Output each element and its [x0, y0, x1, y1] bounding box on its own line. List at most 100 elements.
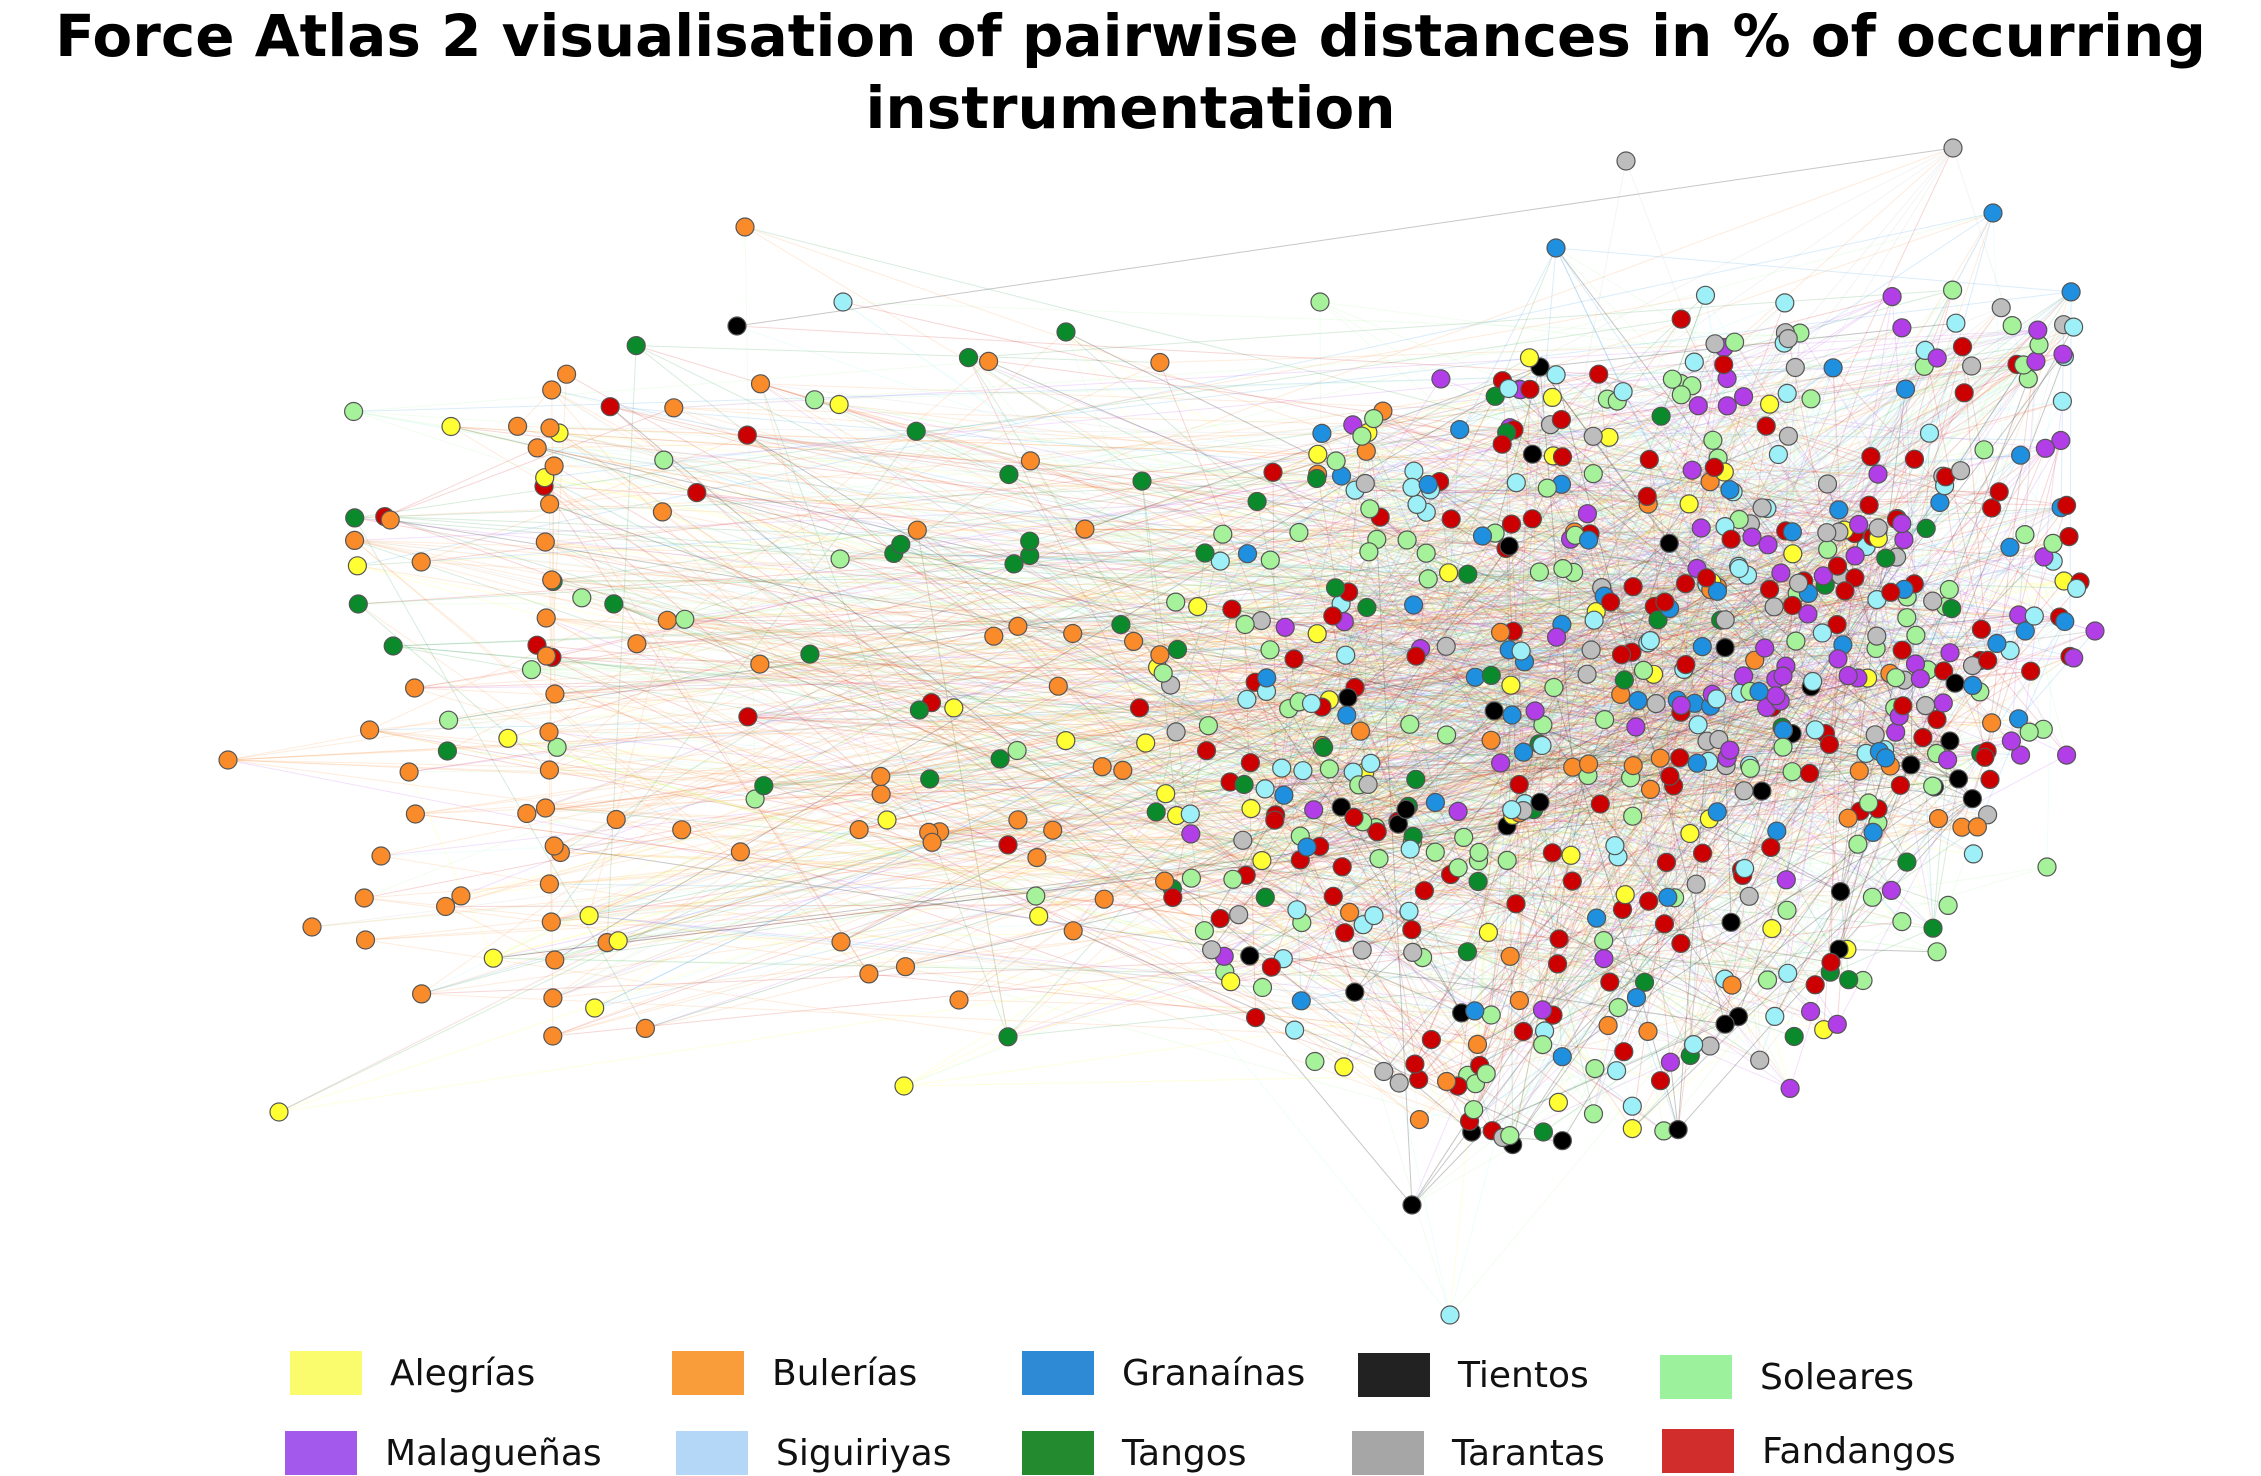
graph-node-granainas [1750, 683, 1768, 701]
graph-node-alegrias [1057, 732, 1075, 750]
graph-node-granainas [1553, 1048, 1571, 1066]
graph-node-soleares [1586, 1060, 1604, 1078]
graph-node-soleares [1940, 581, 1958, 599]
graph-node-tarantas [1582, 641, 1600, 659]
graph-node-fandangos [1368, 823, 1386, 841]
graph-node-malaguenas [1928, 349, 1946, 367]
graph-node-fandangos [1983, 499, 2001, 517]
graph-node-fandangos [738, 426, 756, 444]
graph-node-granainas [2062, 283, 2080, 301]
graph-node-bulerias [381, 511, 399, 529]
graph-node-siguiriyas [1730, 560, 1748, 578]
graph-node-tangos [1005, 555, 1023, 573]
graph-node-soleares [1236, 616, 1254, 634]
graph-node-soleares [2038, 858, 2056, 876]
graph-node-siguiriyas [834, 293, 852, 311]
graph-node-granainas [1768, 822, 1786, 840]
graph-node-fandangos [1906, 450, 1924, 468]
graph-node-fandangos [1550, 930, 1568, 948]
graph-node-alegrias [830, 396, 848, 414]
graph-node-soleares [1401, 715, 1419, 733]
graph-node-tangos [999, 1028, 1017, 1046]
graph-node-granainas [1292, 992, 1310, 1010]
graph-node-fandangos [1442, 510, 1460, 528]
graph-node-siguiriyas [1685, 1036, 1703, 1054]
graph-node-fandangos [2022, 662, 2040, 680]
graph-node-siguiriyas [1408, 495, 1426, 513]
graph-node-fandangos [1829, 557, 1847, 575]
graph-node-soleares [1924, 777, 1942, 795]
graph-node-bulerias [1156, 872, 1174, 890]
graph-node-fandangos [1333, 858, 1351, 876]
graph-node-soleares [1365, 410, 1383, 428]
graph-node-granainas [1466, 1002, 1484, 1020]
graph-node-alegrias [1549, 1093, 1567, 1111]
graph-node-bulerias [1095, 890, 1113, 908]
graph-node-alegrias [580, 907, 598, 925]
graph-node-bulerias [636, 1019, 654, 1037]
graph-node-bulerias [736, 218, 754, 236]
graph-node-soleares [1261, 551, 1279, 569]
graph-node-granainas [1258, 669, 1276, 687]
graph-node-malaguenas [1578, 505, 1596, 523]
graph-node-tangos [1458, 943, 1476, 961]
graph-node-siguiriyas [1181, 805, 1199, 823]
graph-node-fandangos [1601, 973, 1619, 991]
graph-node-fandangos [1211, 910, 1229, 928]
graph-node-bulerias [357, 931, 375, 949]
graph-node-fandangos [1836, 582, 1854, 600]
graph-edge [2070, 292, 2071, 657]
graph-node-siguiriyas [1769, 446, 1787, 464]
graph-node-tangos [1235, 776, 1253, 794]
graph-node-tangos [1112, 616, 1130, 634]
graph-node-fandangos [1656, 915, 1674, 933]
graph-node-bulerias [832, 933, 850, 951]
graph-node-fandangos [1976, 748, 1994, 766]
graph-node-soleares [1534, 1036, 1552, 1054]
graph-node-bulerias [1410, 1111, 1428, 1129]
graph-node-bulerias [355, 889, 373, 907]
graph-node-fandangos [1652, 1072, 1670, 1090]
graph-node-soleares [1398, 531, 1416, 549]
graph-node-fandangos [1657, 853, 1675, 871]
graph-node-soleares [1154, 664, 1172, 682]
graph-node-soleares [1477, 1065, 1495, 1083]
graph-node-granainas [1824, 359, 1842, 377]
graph-node-tarantas [1252, 612, 1270, 630]
graph-node-malaguenas [1777, 871, 1795, 889]
graph-node-bulerias [303, 918, 321, 936]
graph-node-alegrias [442, 418, 460, 436]
graph-node-tangos [627, 337, 645, 355]
graph-node-tangos [921, 770, 939, 788]
graph-node-soleares [1893, 913, 1911, 931]
graph-node-soleares [1261, 641, 1279, 659]
graph-node-bulerias [1009, 617, 1027, 635]
graph-node-bulerias [1839, 809, 1857, 827]
graph-node-fandangos [1990, 483, 2008, 501]
graph-node-fandangos [1422, 1031, 1440, 1049]
graph-node-alegrias [499, 729, 517, 747]
graph-node-soleares [831, 550, 849, 568]
graph-node-tangos [1877, 549, 1895, 567]
graph-node-siguiriyas [1286, 1021, 1304, 1039]
graph-node-soleares [1254, 979, 1272, 997]
graph-node-granainas [1503, 706, 1521, 724]
graph-node-tangos [1615, 671, 1633, 689]
graph-node-soleares [1426, 843, 1444, 861]
graph-node-soleares [1928, 943, 1946, 961]
graph-node-bulerias [1624, 757, 1642, 775]
graph-node-tangos [1407, 770, 1425, 788]
graph-node-fandangos [1801, 764, 1819, 782]
graph-node-bulerias [542, 913, 560, 931]
graph-node-fandangos [999, 836, 1017, 854]
graph-node-fandangos [1613, 646, 1631, 664]
graph-node-siguiriyas [1685, 353, 1703, 371]
graph-node-soleares [1663, 370, 1681, 388]
graph-node-malaguenas [1492, 754, 1510, 772]
graph-node-alegrias [484, 949, 502, 967]
graph-node-soleares [523, 661, 541, 679]
graph-node-tientos [1531, 793, 1549, 811]
graph-node-soleares [1624, 807, 1642, 825]
graph-node-bulerias [665, 399, 683, 417]
graph-node-soleares [345, 403, 363, 421]
